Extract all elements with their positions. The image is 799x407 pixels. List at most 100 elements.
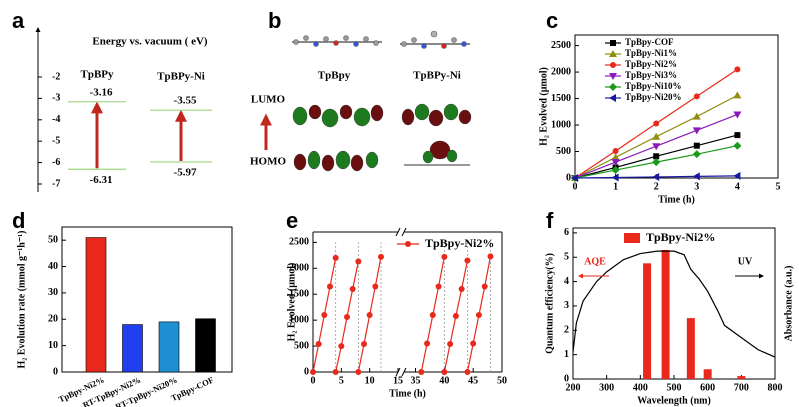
y-tick-label: 2000: [551, 66, 571, 77]
y-axis-label: H₂ Evolution rate (mmol g⁻¹h⁻¹): [16, 231, 27, 369]
x-tick-label: 10: [365, 375, 375, 386]
marker: [571, 174, 578, 182]
marker: [310, 369, 316, 375]
legend-marker: [610, 62, 616, 68]
y-tick-label: 6: [564, 227, 569, 238]
value-label: -3.55: [174, 95, 197, 107]
y-tick-label: 1000: [289, 314, 309, 325]
x-axis-label: Wavelength (nm): [637, 395, 711, 406]
marker: [653, 153, 660, 160]
marker: [481, 283, 488, 290]
marker: [692, 172, 700, 181]
axis-break: [401, 227, 407, 237]
x-tick-label: 800: [768, 382, 783, 393]
marker: [458, 286, 465, 293]
marker: [693, 93, 700, 100]
y-tick-label: 0: [53, 366, 58, 377]
marker: [464, 369, 471, 375]
marker: [424, 340, 431, 347]
marker: [734, 66, 741, 73]
marker: [652, 143, 661, 151]
plot-frame: [61, 226, 233, 373]
y-tick-label: -2: [52, 71, 60, 82]
marker: [611, 166, 620, 175]
y-tick-label: 50: [48, 234, 58, 245]
marker: [652, 172, 660, 181]
orbital-row: [292, 103, 472, 172]
marker: [611, 159, 620, 167]
value-label: -6.31: [90, 174, 113, 186]
x-tick-label: 600: [700, 382, 715, 393]
y2-axis-label: Absorbance (a.u.): [783, 266, 794, 342]
bar: [85, 237, 107, 373]
legend-label: TpBpy-Ni10%: [625, 81, 682, 91]
marker: [470, 340, 477, 347]
legend-marker: [609, 94, 616, 102]
marker: [733, 171, 741, 180]
bar: [195, 318, 216, 373]
marker: [355, 369, 362, 375]
marker: [361, 341, 367, 347]
y-tick-label: 10: [48, 340, 58, 351]
legend-marker: [609, 83, 617, 91]
marker: [692, 150, 701, 159]
x-tick-label: 40: [439, 375, 449, 386]
legend-label: LUMO: [251, 94, 286, 106]
y-tick-label: 0: [564, 373, 569, 384]
legend-marker: [609, 73, 617, 80]
marker: [612, 147, 619, 154]
y-tick-label: 1500: [289, 289, 309, 300]
y-tick-label: -3: [52, 93, 60, 104]
legend-marker: [610, 40, 616, 46]
structure-row: [292, 30, 470, 49]
marker: [475, 311, 482, 318]
marker: [344, 314, 350, 321]
marker: [692, 127, 701, 135]
marker: [315, 341, 322, 347]
marker: [733, 141, 742, 150]
x-tick-label: 4: [735, 181, 740, 192]
marker: [418, 369, 425, 375]
marker: [338, 343, 345, 350]
y-tick-label: 0: [566, 172, 571, 183]
y-tick-label: 2000: [289, 263, 309, 274]
axis-break: [401, 367, 407, 377]
bar: [158, 321, 180, 373]
category-label: TpBPy: [80, 69, 114, 81]
marker: [733, 91, 742, 99]
y-tick-label: 500: [556, 146, 571, 157]
y-axis-label: H₂ Evolved (μmol): [286, 263, 297, 342]
marker: [611, 153, 620, 161]
y-tick-label: 30: [48, 287, 58, 298]
x-tick-label: 15: [393, 375, 403, 386]
x-tick-label: 45: [468, 375, 478, 386]
x-tick-label: 0: [573, 181, 578, 192]
molecule-label: TpBpy: [318, 70, 351, 82]
marker: [321, 311, 328, 318]
series-line: [572, 250, 776, 358]
y-axis-label: H₂ Evolved (μmol): [538, 67, 549, 146]
marker: [332, 369, 339, 375]
y-tick-label: 0: [304, 366, 309, 377]
legend-marker: [609, 50, 617, 57]
series-line: [312, 256, 492, 373]
marker: [435, 283, 442, 290]
marker: [487, 253, 494, 260]
legend-label: TpBpy-Ni2%: [646, 230, 715, 244]
marker: [452, 313, 459, 319]
panel-label: f: [546, 208, 554, 233]
x-tick-label: 500: [667, 382, 682, 393]
x-tick-label: 400: [633, 382, 648, 393]
marker: [366, 311, 373, 318]
marker: [733, 111, 742, 119]
panel-label: d: [12, 208, 25, 233]
x-tick-label: 200: [566, 382, 581, 393]
x-tick-label: 1: [613, 181, 618, 192]
value-label: -3.16: [90, 86, 113, 98]
y-tick-label: -4: [52, 114, 60, 125]
y-tick-label: 1000: [551, 119, 571, 130]
marker: [378, 253, 384, 260]
legend-label: TpBpy-COF: [625, 37, 674, 47]
y-tick-label: -6: [52, 157, 60, 168]
bar: [643, 263, 652, 379]
